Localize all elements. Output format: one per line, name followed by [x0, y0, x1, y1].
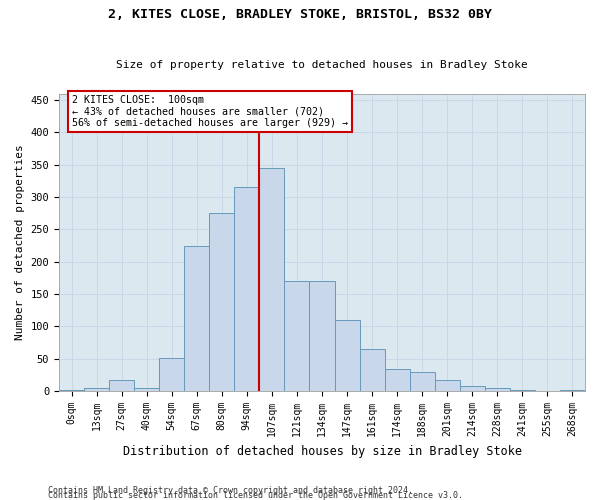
Bar [359, 349, 385, 391]
Bar [84, 388, 109, 391]
Y-axis label: Number of detached properties: Number of detached properties [15, 144, 25, 340]
Text: Contains HM Land Registry data © Crown copyright and database right 2024.: Contains HM Land Registry data © Crown c… [48, 486, 413, 495]
Bar [485, 388, 510, 391]
Text: Contains public sector information licensed under the Open Government Licence v3: Contains public sector information licen… [48, 491, 463, 500]
Title: Size of property relative to detached houses in Bradley Stoke: Size of property relative to detached ho… [116, 60, 528, 70]
Bar [284, 281, 310, 391]
Bar [235, 188, 259, 391]
Bar [335, 320, 359, 391]
Bar [435, 380, 460, 391]
Bar [59, 390, 84, 391]
Bar [510, 390, 535, 391]
Bar [134, 388, 159, 391]
X-axis label: Distribution of detached houses by size in Bradley Stoke: Distribution of detached houses by size … [122, 444, 521, 458]
Bar [460, 386, 485, 391]
Bar [259, 168, 284, 391]
Bar [184, 246, 209, 391]
Bar [209, 213, 235, 391]
Text: 2, KITES CLOSE, BRADLEY STOKE, BRISTOL, BS32 0BY: 2, KITES CLOSE, BRADLEY STOKE, BRISTOL, … [108, 8, 492, 20]
Bar [159, 358, 184, 391]
Bar [310, 281, 335, 391]
Bar [560, 390, 585, 391]
Text: 2 KITES CLOSE:  100sqm
← 43% of detached houses are smaller (702)
56% of semi-de: 2 KITES CLOSE: 100sqm ← 43% of detached … [72, 95, 348, 128]
Bar [385, 368, 410, 391]
Bar [410, 372, 435, 391]
Bar [109, 380, 134, 391]
Bar [535, 390, 560, 391]
